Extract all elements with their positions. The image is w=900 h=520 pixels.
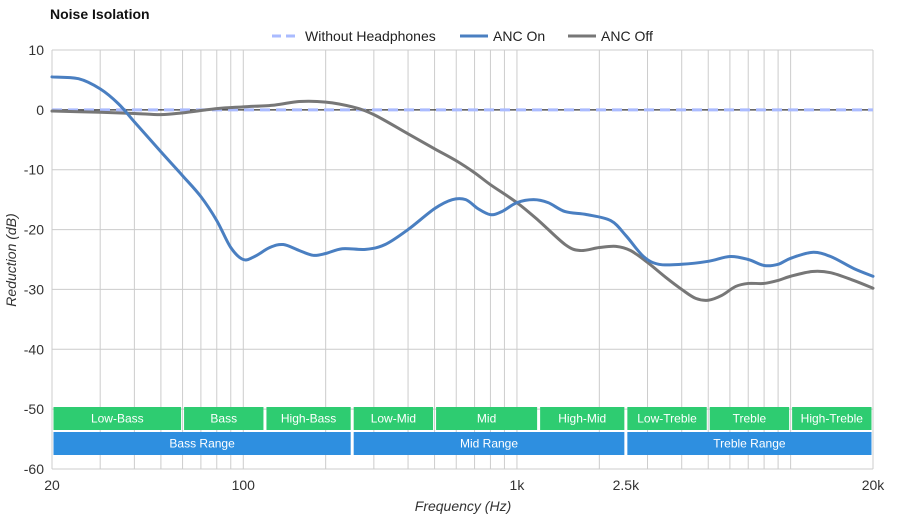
sub-band-label: Low-Treble (637, 412, 697, 426)
sub-band (540, 407, 625, 430)
x-tick-label: 1k (510, 477, 526, 493)
legend-item-without-headphones: Without Headphones (272, 28, 436, 44)
sub-band (184, 407, 264, 430)
sub-band-label: High-Treble (801, 412, 864, 426)
legend-label-anc-off: ANC Off (601, 28, 653, 44)
legend-label-without-headphones: Without Headphones (305, 28, 436, 44)
y-tick-label: -20 (24, 222, 44, 238)
x-tick-label: 20 (44, 477, 60, 493)
series-lines (50, 75, 875, 302)
y-tick-label: -40 (24, 341, 44, 357)
sub-band-label: Treble (733, 412, 767, 426)
y-tick-label: 10 (28, 42, 44, 58)
y-axis-ticks: 10 0 -10 -20 -30 -40 -50 -60 (24, 42, 44, 477)
range-band (353, 432, 625, 455)
range-band-label: Bass Range (169, 437, 235, 451)
x-tick-label: 100 (232, 477, 256, 493)
range-band (53, 432, 351, 455)
sub-band-label: Mid (477, 412, 496, 426)
sub-band (266, 407, 351, 430)
y-tick-label: -30 (24, 281, 44, 297)
series-line-anc-on (50, 75, 875, 278)
legend: Without Headphones ANC On ANC Off (272, 28, 653, 44)
legend-item-anc-off: ANC Off (568, 28, 653, 44)
x-tick-label: 2.5k (613, 477, 640, 493)
y-tick-label: -60 (24, 461, 44, 477)
y-tick-label: -10 (24, 162, 44, 178)
frequency-bands: Low-Bass Bass High-Bass Low-Mid Mid High-Mid L… (53, 407, 872, 455)
sub-band-label: Low-Bass (91, 412, 144, 426)
range-band (627, 432, 872, 455)
chart-title: Noise Isolation (50, 6, 150, 22)
sub-band-label: Bass (210, 412, 237, 426)
sub-band (792, 407, 872, 430)
sub-band-label: High-Mid (558, 412, 606, 426)
sub-band (709, 407, 790, 430)
sub-band-label: High-Bass (281, 412, 336, 426)
y-axis-label: Reduction (dB) (3, 213, 19, 306)
sub-band (53, 407, 182, 430)
sub-band-label: Low-Mid (371, 412, 416, 426)
y-tick-label: 0 (36, 102, 44, 118)
sub-band (353, 407, 434, 430)
sub-band (627, 407, 707, 430)
x-tick-label: 20k (862, 477, 886, 493)
x-axis-label: Frequency (Hz) (415, 498, 511, 514)
sub-band (436, 407, 538, 430)
legend-label-anc-on: ANC On (493, 28, 545, 44)
range-band-label: Mid Range (460, 437, 518, 451)
range-band-label: Treble Range (713, 437, 786, 451)
series-line-anc-off (50, 99, 875, 302)
legend-item-anc-on: ANC On (460, 28, 545, 44)
y-tick-label: -50 (24, 401, 44, 417)
x-axis-ticks: 20 100 1k 2.5k 20k (44, 477, 885, 493)
